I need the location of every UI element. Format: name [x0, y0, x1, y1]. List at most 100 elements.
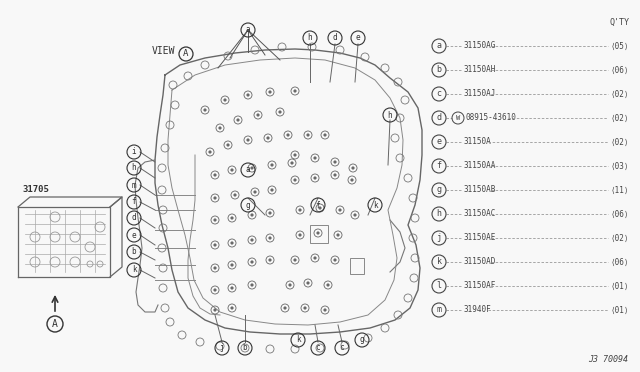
Circle shape [327, 284, 329, 286]
Circle shape [269, 237, 271, 239]
Text: m: m [132, 180, 136, 189]
Text: ⟨02⟩: ⟨02⟩ [611, 113, 629, 122]
Circle shape [257, 114, 259, 116]
Text: f: f [436, 161, 442, 170]
Text: c: c [340, 343, 344, 353]
Text: A: A [52, 319, 58, 329]
Bar [350, 258, 364, 274]
Text: c: c [436, 90, 442, 99]
Text: d: d [333, 33, 337, 42]
Text: h: h [436, 209, 442, 218]
Circle shape [307, 134, 309, 136]
Circle shape [284, 307, 286, 309]
Circle shape [354, 214, 356, 216]
Text: ⟨02⟩: ⟨02⟩ [611, 234, 629, 243]
Text: 31150AE: 31150AE [464, 234, 497, 243]
Text: 31940F: 31940F [464, 305, 492, 314]
Circle shape [231, 217, 233, 219]
Text: ⟨01⟩: ⟨01⟩ [611, 305, 629, 314]
Text: J3 70094: J3 70094 [588, 355, 628, 364]
Text: l: l [436, 282, 442, 291]
Text: g: g [360, 336, 364, 344]
Text: 31150AH: 31150AH [464, 65, 497, 74]
Text: k: k [296, 336, 300, 344]
Text: e: e [436, 138, 442, 147]
Circle shape [251, 261, 253, 263]
Text: a: a [436, 42, 442, 51]
Text: j: j [220, 343, 224, 353]
Circle shape [317, 232, 319, 234]
Circle shape [291, 162, 293, 164]
Circle shape [334, 161, 336, 163]
Text: ⟨06⟩: ⟨06⟩ [611, 257, 629, 266]
Circle shape [231, 264, 233, 266]
Circle shape [209, 151, 211, 153]
Circle shape [251, 284, 253, 286]
Circle shape [214, 174, 216, 176]
Circle shape [294, 179, 296, 181]
Circle shape [251, 214, 253, 216]
Circle shape [234, 194, 236, 196]
Circle shape [214, 197, 216, 199]
Text: ⟨06⟩: ⟨06⟩ [611, 65, 629, 74]
Text: d: d [132, 214, 136, 222]
Text: a: a [246, 26, 250, 35]
Circle shape [334, 259, 336, 261]
Circle shape [294, 259, 296, 261]
Circle shape [214, 267, 216, 269]
Text: f: f [316, 201, 320, 209]
Text: k: k [372, 201, 378, 209]
Text: 31150A: 31150A [464, 138, 492, 147]
Text: ⟨01⟩: ⟨01⟩ [611, 282, 629, 291]
Circle shape [314, 257, 316, 259]
Text: ⟨06⟩: ⟨06⟩ [611, 209, 629, 218]
Circle shape [271, 164, 273, 166]
Circle shape [214, 219, 216, 221]
Circle shape [287, 134, 289, 136]
Text: a: a [246, 166, 250, 174]
Circle shape [267, 137, 269, 139]
Circle shape [324, 309, 326, 311]
Text: 31150AJ: 31150AJ [464, 90, 497, 99]
Circle shape [204, 109, 206, 111]
Text: d: d [436, 113, 442, 122]
Text: k: k [436, 257, 442, 266]
Circle shape [231, 307, 233, 309]
Text: 31150AD: 31150AD [464, 257, 497, 266]
Text: ⟨11⟩: ⟨11⟩ [611, 186, 629, 195]
Circle shape [304, 307, 306, 309]
Circle shape [237, 119, 239, 121]
Text: VIEW: VIEW [152, 46, 175, 56]
Text: A: A [183, 49, 189, 58]
Circle shape [254, 191, 256, 193]
Circle shape [337, 234, 339, 236]
Circle shape [231, 287, 233, 289]
Text: 31150AB: 31150AB [464, 186, 497, 195]
Circle shape [294, 90, 296, 92]
Text: h: h [308, 33, 312, 42]
Circle shape [271, 189, 273, 191]
Circle shape [314, 157, 316, 159]
Circle shape [324, 134, 326, 136]
Circle shape [299, 209, 301, 211]
Text: m: m [436, 305, 442, 314]
Text: ⟨02⟩: ⟨02⟩ [611, 138, 629, 147]
Text: 31705: 31705 [22, 185, 49, 194]
Circle shape [214, 309, 216, 311]
Text: 08915-43610: 08915-43610 [466, 113, 517, 122]
Circle shape [294, 154, 296, 156]
Circle shape [314, 177, 316, 179]
Circle shape [307, 282, 309, 284]
Text: g: g [436, 186, 442, 195]
Text: k: k [132, 266, 136, 275]
Circle shape [319, 207, 321, 209]
Circle shape [247, 139, 249, 141]
Text: Q'TY: Q'TY [610, 17, 630, 26]
Text: 31150AC: 31150AC [464, 209, 497, 218]
Circle shape [231, 169, 233, 171]
Circle shape [247, 94, 249, 96]
Text: b: b [132, 247, 136, 257]
Circle shape [251, 167, 253, 169]
Circle shape [251, 239, 253, 241]
Circle shape [224, 99, 226, 101]
